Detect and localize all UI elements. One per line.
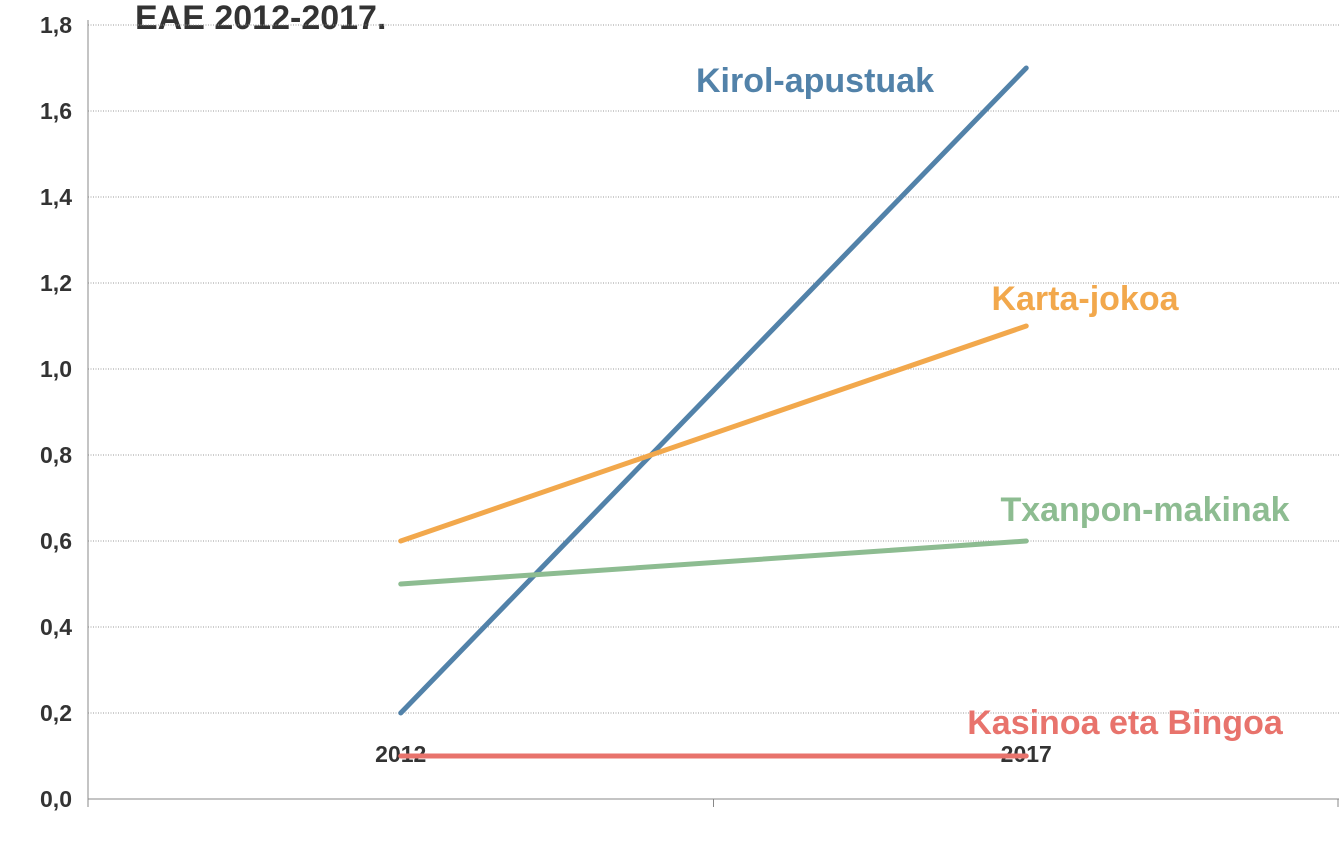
y-tick-label: 1,4 — [40, 184, 72, 210]
series-label: Txanpon-makinak — [1000, 491, 1289, 529]
y-tick-label: 0,0 — [40, 786, 72, 812]
series-label: Kirol-apustuak — [696, 62, 934, 100]
y-tick-label: 1,6 — [40, 98, 72, 124]
series-line — [398, 323, 1029, 544]
y-tick-label: 0,6 — [40, 528, 72, 554]
series-label: Kasinoa eta Bingoa — [967, 704, 1284, 742]
series-line — [398, 65, 1029, 716]
y-tick-label: 0,2 — [40, 700, 72, 726]
series-label: Karta-jokoa — [991, 280, 1179, 318]
series-line — [398, 538, 1029, 587]
y-tick-label: 0,4 — [40, 614, 72, 640]
y-tick-label: 1,0 — [40, 356, 72, 382]
y-tick-label: 0,8 — [40, 442, 72, 468]
chart-title: EAE 2012-2017. — [135, 0, 386, 37]
y-tick-label: 1,8 — [40, 12, 72, 38]
y-tick-label: 1,2 — [40, 270, 72, 296]
